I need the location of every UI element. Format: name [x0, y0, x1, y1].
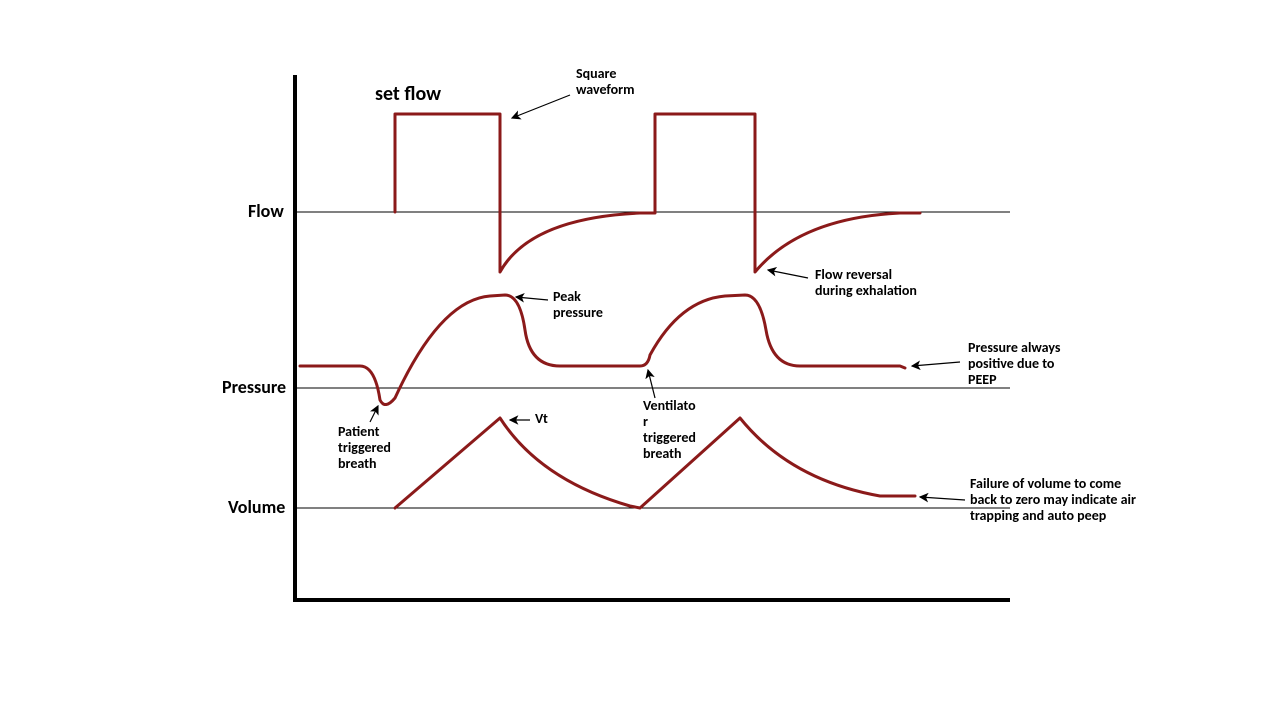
set-flow-label: set flow — [375, 82, 441, 106]
annotation-pressure-peep: Pressure always positive due to PEEP — [968, 340, 1060, 388]
annotation-vt: Vt — [535, 411, 548, 427]
volume-axis-label: Volume — [228, 496, 285, 518]
arrow-flow-reversal — [768, 270, 808, 278]
waveform-svg — [0, 0, 1280, 720]
arrow-patient-triggered — [370, 406, 378, 422]
arrow-air-trapping — [920, 497, 965, 500]
annotation-peak-pressure: Peak pressure — [553, 289, 603, 321]
arrow-square-waveform — [512, 95, 570, 118]
flow-axis-label: Flow — [248, 200, 284, 222]
annotation-flow-reversal: Flow reversal during exhalation — [815, 267, 917, 299]
ventilator-waveform-diagram: { "diagram": { "type": "waveform-diagram… — [0, 0, 1280, 720]
annotation-patient-triggered: Patient triggered breath — [338, 424, 391, 472]
arrow-peak-pressure — [516, 297, 548, 300]
arrow-pressure-peep — [912, 362, 960, 366]
annotation-air-trapping: Failure of volume to come back to zero m… — [970, 476, 1136, 524]
flow-waveform — [395, 114, 920, 272]
arrow-ventilator-triggered — [648, 370, 655, 398]
annotation-square-waveform: Square waveform — [576, 66, 635, 98]
annotation-ventilator-triggered: Ventilato r triggered breath — [643, 398, 713, 462]
pressure-axis-label: Pressure — [222, 376, 286, 398]
